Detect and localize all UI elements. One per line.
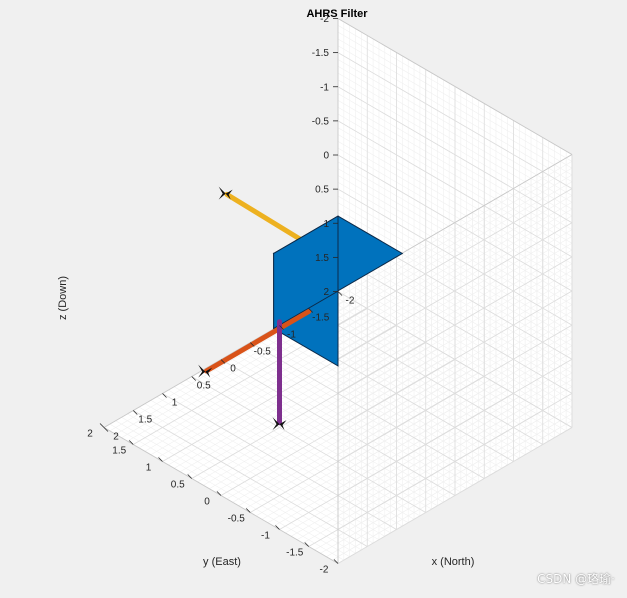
y-tick-label: -2 bbox=[320, 565, 329, 576]
y-axis-label: y (East) bbox=[203, 556, 241, 568]
major-grid-line bbox=[337, 188, 573, 326]
major-grid-line bbox=[337, 393, 573, 530]
x-tick-label: 1 bbox=[172, 398, 178, 409]
x-tick bbox=[103, 427, 109, 432]
x-arrowhead bbox=[198, 364, 213, 378]
watermark: CSDN @珞瑜· bbox=[537, 572, 615, 586]
chart-title: AHRS Filter bbox=[306, 8, 368, 20]
y-tick-label: -0.5 bbox=[228, 514, 246, 525]
z-tick-label: 1 bbox=[323, 219, 329, 230]
y-tick-label: 0 bbox=[204, 497, 210, 508]
x-tick bbox=[279, 325, 284, 330]
y-tick-label: 1 bbox=[146, 463, 152, 474]
z-tick-label: 1.5 bbox=[315, 253, 329, 264]
major-grid-line bbox=[337, 324, 573, 462]
major-grid-line bbox=[191, 342, 426, 479]
arrowhead-fin bbox=[198, 364, 206, 378]
x-axis-label: x (North) bbox=[432, 556, 475, 568]
y-tick-label: 2 bbox=[87, 429, 93, 440]
arrowhead-fin bbox=[225, 189, 233, 200]
x-tick-label: -1.5 bbox=[312, 313, 330, 324]
x-tick bbox=[132, 410, 138, 415]
major-grid-line bbox=[337, 257, 573, 394]
y-tick bbox=[304, 542, 310, 547]
x-tick-label: -0.5 bbox=[254, 347, 272, 358]
y-tick bbox=[158, 457, 163, 462]
x-tick bbox=[191, 376, 197, 381]
arrowhead-fin bbox=[218, 186, 226, 200]
z-tick-label: 0.5 bbox=[315, 185, 329, 196]
arrowhead-fin bbox=[279, 420, 287, 431]
major-grid-line bbox=[337, 290, 573, 428]
y-tick bbox=[99, 423, 105, 428]
x-tick-label: 0.5 bbox=[197, 381, 211, 392]
x-tick-label: -2 bbox=[346, 296, 355, 307]
major-grid-line bbox=[133, 410, 368, 547]
x-tick-label: 1.5 bbox=[138, 415, 152, 426]
y-tick-label: 1.5 bbox=[112, 446, 126, 457]
major-grid-line bbox=[337, 291, 573, 428]
y-tick-label: -1.5 bbox=[286, 548, 304, 559]
x-tick bbox=[249, 342, 255, 347]
scene bbox=[198, 186, 404, 431]
arrowhead-fin bbox=[205, 367, 213, 378]
arrowhead-fin bbox=[272, 417, 280, 431]
major-grid-line bbox=[162, 393, 397, 530]
z-tick-label: -2 bbox=[320, 14, 329, 25]
y-tick-label: -1 bbox=[261, 531, 270, 542]
major-grid-line bbox=[337, 427, 573, 564]
z-tick-label: -1.5 bbox=[312, 48, 330, 59]
x-tick bbox=[337, 291, 343, 296]
z-axis-label: z (Down) bbox=[57, 276, 69, 320]
pane-edge bbox=[337, 18, 573, 155]
x-tick-label: 2 bbox=[113, 432, 119, 443]
y-tick bbox=[333, 559, 339, 564]
y-tick-label: 0.5 bbox=[171, 480, 185, 491]
tick-labels: -2 -1.5 -1 -0.5 0 0.5 1 1.5 2 2 1.5 1 0.5 0 -0.5 -1 -1.5… bbox=[87, 14, 355, 576]
x-tick-label: -1 bbox=[287, 330, 296, 341]
x-tick bbox=[162, 393, 167, 398]
y-tick bbox=[275, 525, 280, 530]
z-tick-label: 0 bbox=[323, 151, 329, 162]
z-tick-label: 2 bbox=[323, 287, 329, 298]
z-arrowhead bbox=[272, 417, 287, 431]
x-arrow-shaft bbox=[203, 308, 312, 374]
y-tick bbox=[128, 440, 134, 445]
y-tick bbox=[187, 474, 193, 479]
z-tick-label: -0.5 bbox=[312, 116, 330, 127]
major-grid-line bbox=[191, 376, 426, 513]
x-tick bbox=[220, 359, 226, 364]
major-grid-line bbox=[337, 358, 573, 496]
x-tick bbox=[308, 308, 314, 313]
y-arrowhead bbox=[218, 186, 233, 200]
z-tick-label: -1 bbox=[320, 82, 329, 93]
y-tick bbox=[245, 508, 251, 513]
y-tick bbox=[216, 491, 222, 496]
x-tick-label: 0 bbox=[230, 364, 236, 375]
